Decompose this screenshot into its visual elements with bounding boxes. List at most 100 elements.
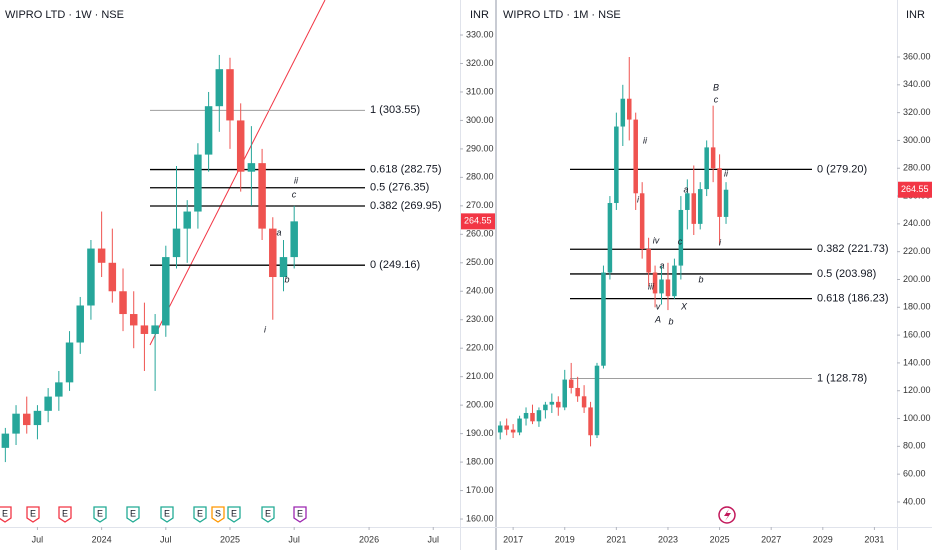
last-price-tag	[461, 213, 495, 230]
candle-body	[119, 291, 127, 315]
candle-body	[633, 119, 638, 194]
y-tick-label: 220.00	[903, 246, 931, 256]
y-tick-label: 210.00	[466, 371, 494, 381]
y-tick-label: 300.00	[466, 115, 494, 125]
candle-body	[172, 228, 181, 258]
candle-body	[562, 379, 567, 408]
last-price-tag	[898, 181, 932, 198]
candle-body	[614, 126, 619, 204]
candle-body	[76, 305, 84, 343]
event-marker[interactable]	[0, 506, 12, 523]
wave-label: A	[654, 314, 661, 324]
chart-title: WIPRO LTD · 1W · NSE	[5, 9, 124, 21]
y-tick-label: 60.00	[903, 469, 926, 479]
y-tick-label: 330.00	[466, 29, 494, 39]
wave-label: b	[284, 274, 289, 284]
candle-body	[129, 314, 138, 326]
candle-body	[236, 120, 245, 172]
event-icon-bolt	[724, 509, 731, 521]
fib-level-label: 0.5 (203.98)	[817, 268, 876, 280]
event-marker[interactable]	[26, 506, 40, 523]
event-marker-label: E	[97, 508, 103, 518]
wave-label: ii	[724, 168, 729, 178]
wave-label: c	[292, 189, 297, 199]
wave-label: i	[264, 324, 267, 334]
candle-body	[108, 262, 117, 292]
wave-label: iii	[648, 281, 655, 291]
fib-level-label: 1 (128.78)	[817, 372, 867, 384]
y-tick-label: 360.00	[903, 51, 931, 61]
event-marker[interactable]	[227, 506, 241, 523]
candle-body	[581, 396, 587, 408]
candle-body	[269, 228, 277, 278]
event-marker-label: E	[197, 508, 203, 518]
y-tick-label: 120.00	[903, 385, 931, 395]
candle-body	[685, 193, 690, 210]
event-marker[interactable]	[211, 506, 225, 523]
wave-label: a	[276, 227, 281, 237]
candle-body	[183, 211, 191, 229]
candle-body	[672, 265, 677, 297]
candle-body	[510, 429, 516, 433]
candle-body	[65, 342, 74, 383]
wave-label: X	[680, 301, 688, 311]
candle-body	[710, 147, 716, 169]
fib-level-label: 0.618 (186.23)	[817, 293, 889, 305]
candle-body	[549, 401, 555, 405]
event-marker[interactable]	[58, 506, 72, 523]
candle-body	[140, 325, 149, 334]
trend-line	[149, 0, 326, 346]
wave-label: b	[668, 316, 673, 326]
y-tick-label: 300.00	[903, 135, 931, 145]
candle-body	[627, 98, 632, 120]
y-tick-label: 260.00	[466, 229, 494, 239]
event-marker[interactable]	[160, 506, 174, 523]
y-tick-label: 240.00	[903, 218, 931, 228]
event-marker-label: E	[62, 508, 68, 518]
last-price-label: 264.55	[901, 184, 929, 194]
candle-body	[652, 272, 658, 294]
fib-level-label: 1 (303.55)	[370, 104, 420, 116]
candle-body	[517, 418, 522, 433]
candle-body	[691, 193, 697, 224]
event-marker[interactable]	[193, 506, 207, 523]
y-tick-label: 340.00	[903, 79, 931, 89]
y-tick-label: 250.00	[466, 257, 494, 267]
x-tick-label: 2024	[92, 534, 112, 544]
candle-body	[523, 412, 529, 419]
candle-body	[704, 147, 709, 190]
candle-body	[162, 257, 170, 326]
candle-body	[290, 221, 298, 258]
candle-body	[543, 404, 548, 411]
event-marker[interactable]	[293, 506, 307, 523]
y-tick-label: 200.00	[466, 400, 494, 410]
y-tick-label: 280.00	[903, 163, 931, 173]
event-marker-label: E	[265, 508, 271, 518]
candle-body	[279, 257, 288, 278]
candle-body	[204, 106, 213, 155]
candle-body	[659, 279, 664, 294]
event-marker[interactable]	[93, 506, 107, 523]
y-tick-label: 310.00	[466, 86, 494, 96]
candle-body	[247, 163, 256, 172]
x-tick-label: 2026	[359, 534, 379, 544]
y-tick-label: 230.00	[466, 314, 494, 324]
y-tick-label: 280.00	[466, 172, 494, 182]
wave-label: B	[713, 82, 719, 92]
y-tick-label: 180.00	[466, 456, 494, 466]
wave-label: b	[698, 274, 703, 284]
candle-body	[601, 272, 606, 366]
candle-body	[556, 401, 561, 408]
event-marker[interactable]	[126, 506, 140, 523]
candle-body	[12, 413, 20, 434]
candle-body	[504, 425, 509, 430]
event-marker-label: S	[215, 508, 221, 518]
wave-label: a	[659, 260, 664, 270]
candle-body	[226, 69, 234, 121]
candle-body	[646, 248, 651, 273]
chart-title: WIPRO LTD · 1M · NSE	[503, 9, 621, 21]
currency-label: INR	[906, 9, 925, 21]
candle-body	[151, 325, 159, 334]
event-marker[interactable]	[261, 506, 275, 523]
